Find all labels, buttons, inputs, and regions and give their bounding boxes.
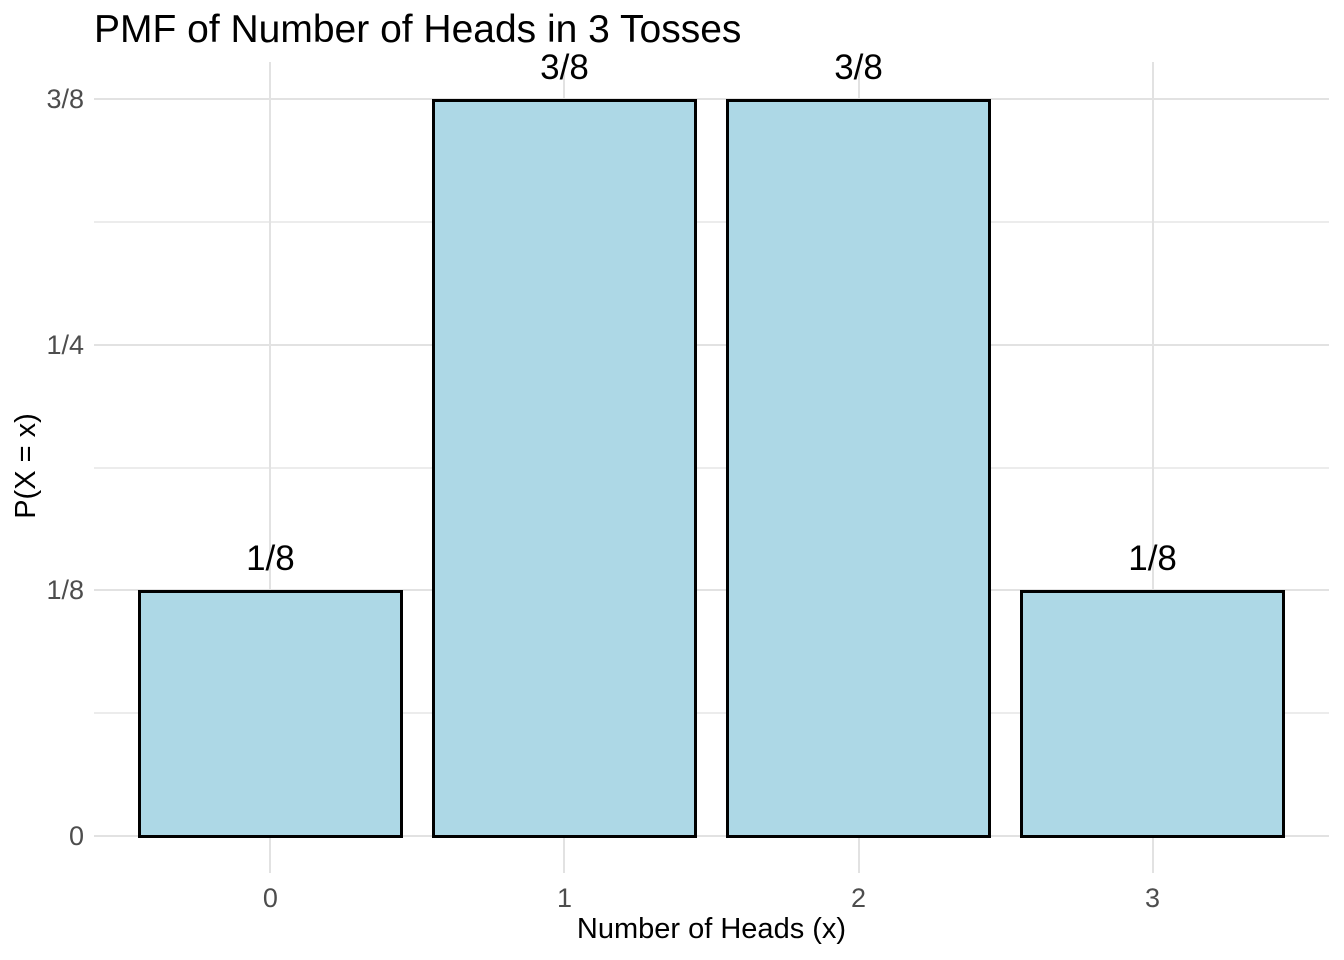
h-gridline-major: [94, 835, 1329, 838]
bar-value-label: 3/8: [540, 47, 589, 87]
chart-title: PMF of Number of Heads in 3 Tosses: [94, 8, 742, 51]
v-gridline-major: [1151, 62, 1154, 873]
x-tick-label: 0: [262, 883, 278, 913]
y-tick-label: 1/4: [46, 329, 84, 360]
x-axis-title: Number of Heads (x): [576, 913, 847, 945]
bar: [138, 590, 403, 839]
bar: [1020, 590, 1285, 839]
bar-value-label: 1/8: [246, 539, 295, 579]
h-gridline-minor: [94, 466, 1329, 469]
h-gridline-minor: [94, 220, 1329, 223]
y-axis-title: P(X = x): [10, 413, 42, 519]
y-tick-label: 1/8: [46, 575, 84, 606]
h-gridline-major: [94, 589, 1329, 592]
x-tick-label: 2: [851, 883, 867, 913]
bar: [726, 98, 991, 839]
y-tick-label: 3/8: [46, 83, 84, 114]
bar: [432, 98, 697, 839]
h-gridline-minor: [94, 712, 1329, 715]
y-tick-label: 0: [68, 821, 84, 852]
plot-panel: 1/8 3/8 3/8 1/8: [94, 48, 1329, 873]
x-tick-label: 3: [1145, 883, 1161, 913]
h-gridline-major: [94, 343, 1329, 346]
h-gridline-major: [94, 97, 1329, 100]
bar-value-label: 1/8: [1128, 539, 1177, 579]
v-gridline-major: [269, 62, 272, 873]
bar-value-label: 3/8: [834, 47, 883, 87]
x-tick-label: 1: [556, 883, 572, 913]
